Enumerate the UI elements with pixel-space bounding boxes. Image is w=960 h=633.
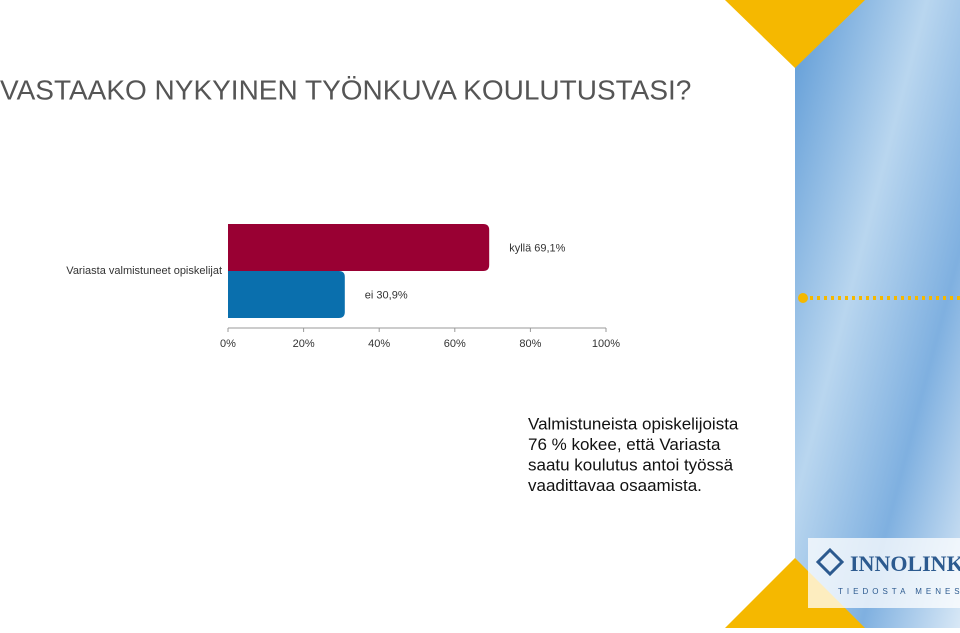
logo-icon	[815, 547, 845, 577]
x-tick-label: 100%	[592, 338, 620, 350]
annotation-line: vaadittavaa osaamista.	[528, 476, 702, 495]
bar	[228, 224, 490, 271]
dot	[798, 293, 808, 303]
annotation: Valmistuneista opiskelijoista 76 % kokee,…	[528, 414, 739, 495]
x-tick-label: 40%	[368, 338, 390, 350]
chart: 0% 20% 40% 60% 80% 100% Variasta valmistuneet …	[66, 224, 620, 350]
x-tick-label: 60%	[444, 338, 466, 350]
value-label: kyllä 69,1%	[509, 242, 565, 254]
logo-tagline: TIEDOSTA MENESTYS	[838, 587, 960, 596]
logo-bg	[808, 538, 960, 608]
bar	[228, 271, 345, 318]
x-tick-label: 20%	[293, 338, 315, 350]
annotation-line: 76 % kokee, että Variasta	[528, 435, 721, 454]
triangle-bottom	[725, 558, 865, 628]
chart-title: VASTAAKO NYKYINEN TYÖNKUVA KOULUTUSTASI?	[0, 74, 691, 105]
x-tick-label: 0%	[220, 338, 236, 350]
x-tick-label: 80%	[519, 338, 541, 350]
annotation-line: Valmistuneista opiskelijoista	[528, 414, 739, 433]
y-tick-label: Variasta valmistuneet opiskelijat	[66, 265, 222, 277]
value-label: ei 30,9%	[365, 289, 408, 301]
sky-panel	[795, 0, 960, 628]
logo-name: INNOLINK	[850, 551, 960, 576]
annotation-line: saatu koulutus antoi työssä	[528, 455, 734, 474]
triangle-top	[725, 0, 865, 68]
